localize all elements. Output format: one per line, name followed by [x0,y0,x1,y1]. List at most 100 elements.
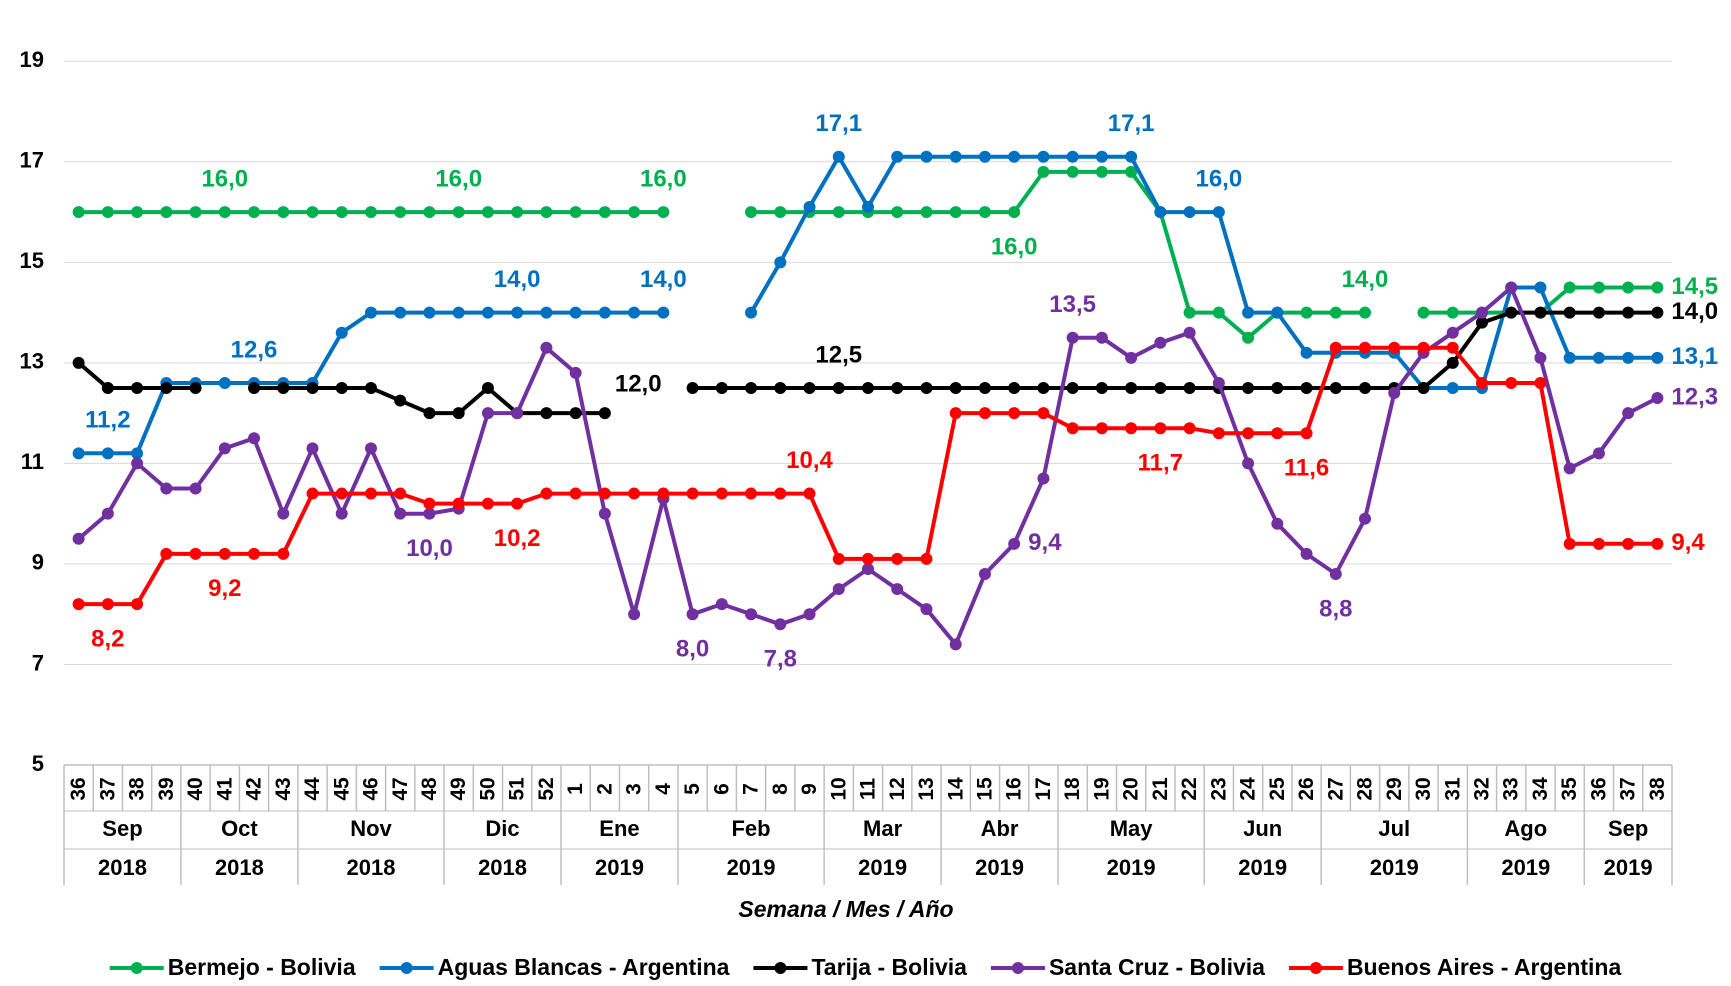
data-point [540,487,553,500]
data-point [1651,351,1664,364]
data-point [218,206,231,219]
data-point [686,382,699,394]
data-point [862,382,874,394]
data-point [72,532,85,545]
data-point [540,306,553,319]
x-tick-label: 6 [710,783,733,795]
data-point [1037,165,1050,178]
data-point [1622,537,1635,550]
data-point [335,507,348,520]
data-label: 12,0 [615,370,662,397]
x-tick-label: 20 [1120,777,1143,800]
x-tick-label: 18 [1061,777,1084,801]
data-point [569,366,582,379]
data-point [101,598,114,611]
data-point [628,487,641,500]
data-point [657,487,670,500]
data-label: 16,0 [1195,165,1242,192]
data-point [1066,150,1079,163]
data-label: 8,2 [91,625,124,652]
x-tick-label: 23 [1207,777,1230,800]
data-point [1446,306,1459,319]
year-label: 2018 [215,855,264,880]
x-tick-label: 37 [1617,777,1640,800]
data-point [1475,316,1488,329]
data-point [218,376,231,389]
legend-marker [1011,962,1024,974]
data-point [1300,346,1313,359]
data-point [306,442,319,455]
data-point [628,608,641,621]
month-label: Ene [599,816,639,841]
data-point [131,598,144,611]
legend-marker [130,962,143,974]
data-label: 12,5 [815,341,862,368]
year-label: 2019 [1238,855,1287,880]
data-point [277,547,290,560]
data-point [715,382,728,394]
data-point [160,382,173,394]
data-label: 9,4 [1671,529,1705,556]
data-point [774,382,787,394]
legend-label: Buenos Aires - Argentina [1347,954,1622,980]
data-point [248,206,261,219]
data-point [1125,422,1138,435]
legend-label: Bermejo - Bolivia [168,954,356,980]
year-label: 2019 [975,855,1024,880]
data-point [745,382,758,394]
data-point [1651,537,1664,550]
data-point [1446,326,1459,339]
x-tick-label: 51 [506,777,529,801]
data-point [1271,517,1284,530]
data-point [1271,427,1284,440]
data-label: 14,0 [1671,298,1718,325]
data-point [1505,306,1518,319]
month-label: Mar [863,816,903,841]
data-point [1359,341,1372,354]
data-point [277,507,290,520]
legend-item: Santa Cruz - Bolivia [990,954,1265,980]
data-point [423,407,436,420]
data-point [657,306,670,319]
data-point [248,432,261,445]
y-tick-label: 19 [20,47,44,72]
data-point [920,603,933,616]
data-point [248,547,261,560]
x-tick-label: 46 [360,777,383,800]
data-point [1095,150,1108,163]
data-point [511,407,524,420]
data-point [1622,407,1635,420]
data-point [1475,306,1488,319]
data-point [1212,427,1225,440]
data-point [189,382,202,394]
x-tick-label: 17 [1032,777,1055,800]
data-point [1446,382,1459,394]
x-tick-label: 34 [1529,777,1552,801]
data-point [335,382,348,394]
data-point [131,382,144,394]
data-label: 14,0 [640,266,687,293]
data-point [1592,537,1605,550]
data-point [1592,306,1605,319]
data-point [364,382,377,394]
data-point [598,487,611,500]
data-point [394,394,407,407]
y-tick-label: 17 [20,148,44,173]
data-point [1008,382,1021,394]
data-point [1359,306,1372,319]
data-point [1037,382,1050,394]
data-point [160,482,173,495]
data-point [1417,382,1430,394]
data-point [920,150,933,163]
x-tick-label: 38 [1646,777,1669,801]
legend-marker [400,962,413,974]
month-label: Sep [1608,816,1648,841]
data-point [1037,472,1050,485]
data-point [1534,376,1547,389]
data-label: 16,0 [991,233,1038,260]
data-point [1329,382,1342,394]
data-point [481,306,494,319]
data-point [715,487,728,500]
data-point [978,567,991,580]
data-point [101,507,114,520]
